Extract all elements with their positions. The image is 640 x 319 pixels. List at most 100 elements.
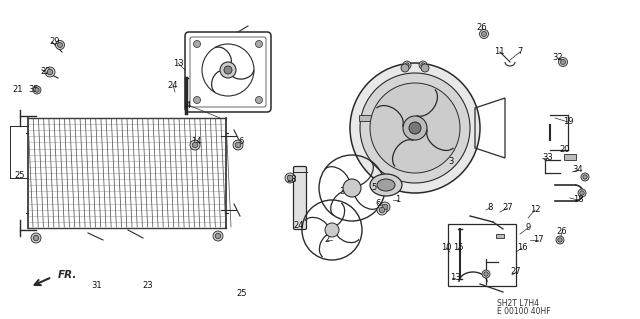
Polygon shape bbox=[359, 115, 371, 121]
Circle shape bbox=[285, 173, 295, 183]
Circle shape bbox=[193, 41, 200, 48]
Text: 31: 31 bbox=[92, 281, 102, 291]
Text: 35: 35 bbox=[29, 85, 39, 94]
Ellipse shape bbox=[370, 174, 402, 196]
Text: 34: 34 bbox=[573, 166, 583, 174]
Polygon shape bbox=[496, 234, 504, 238]
Text: 9: 9 bbox=[525, 224, 531, 233]
Circle shape bbox=[190, 140, 200, 150]
Circle shape bbox=[561, 60, 566, 64]
Circle shape bbox=[350, 63, 480, 193]
Circle shape bbox=[403, 116, 427, 140]
Circle shape bbox=[343, 179, 361, 197]
Ellipse shape bbox=[377, 179, 395, 191]
Text: SH2T L7H4: SH2T L7H4 bbox=[497, 299, 539, 308]
Circle shape bbox=[380, 202, 390, 212]
Circle shape bbox=[556, 236, 564, 244]
Circle shape bbox=[581, 173, 589, 181]
Text: 25: 25 bbox=[15, 172, 25, 181]
Circle shape bbox=[287, 175, 292, 181]
Text: 21: 21 bbox=[13, 85, 23, 94]
Text: 24: 24 bbox=[168, 80, 179, 90]
Circle shape bbox=[325, 223, 339, 237]
FancyBboxPatch shape bbox=[294, 167, 307, 229]
Text: 17: 17 bbox=[532, 235, 543, 244]
Text: 3: 3 bbox=[448, 158, 454, 167]
Circle shape bbox=[255, 97, 262, 103]
Circle shape bbox=[479, 29, 488, 39]
Circle shape bbox=[380, 207, 385, 213]
Circle shape bbox=[58, 42, 63, 48]
Text: 28: 28 bbox=[287, 175, 298, 184]
Circle shape bbox=[401, 64, 409, 72]
Circle shape bbox=[421, 64, 429, 72]
Text: 6: 6 bbox=[238, 137, 244, 146]
Text: 26: 26 bbox=[477, 24, 487, 33]
Circle shape bbox=[45, 67, 55, 77]
Text: 13: 13 bbox=[173, 58, 183, 68]
Text: 33: 33 bbox=[543, 153, 554, 162]
Circle shape bbox=[559, 57, 568, 66]
Text: 7: 7 bbox=[517, 48, 523, 56]
Text: 25: 25 bbox=[237, 290, 247, 299]
Circle shape bbox=[370, 83, 460, 173]
Circle shape bbox=[31, 233, 41, 243]
Text: 20: 20 bbox=[560, 145, 570, 154]
Text: 18: 18 bbox=[573, 196, 583, 204]
Text: 23: 23 bbox=[143, 281, 154, 291]
Circle shape bbox=[192, 142, 198, 148]
Circle shape bbox=[481, 32, 486, 36]
Text: 16: 16 bbox=[516, 243, 527, 253]
Text: 15: 15 bbox=[452, 243, 463, 253]
Text: 5: 5 bbox=[371, 183, 376, 192]
Circle shape bbox=[56, 41, 65, 49]
Text: 27: 27 bbox=[511, 268, 522, 277]
Text: 4: 4 bbox=[186, 100, 191, 109]
Circle shape bbox=[421, 63, 425, 67]
Circle shape bbox=[377, 205, 387, 215]
Text: 13: 13 bbox=[450, 273, 460, 283]
Circle shape bbox=[360, 73, 470, 183]
Text: 22: 22 bbox=[41, 68, 51, 77]
Circle shape bbox=[224, 66, 232, 74]
Text: 1: 1 bbox=[396, 196, 401, 204]
Circle shape bbox=[558, 238, 562, 242]
Text: 2: 2 bbox=[324, 235, 330, 244]
Circle shape bbox=[580, 191, 584, 195]
Circle shape bbox=[578, 189, 586, 197]
Circle shape bbox=[47, 69, 52, 75]
Text: 32: 32 bbox=[553, 54, 563, 63]
Circle shape bbox=[405, 63, 409, 67]
Text: 6: 6 bbox=[375, 198, 381, 207]
Text: 10: 10 bbox=[441, 243, 451, 253]
Text: 8: 8 bbox=[487, 204, 493, 212]
Circle shape bbox=[255, 41, 262, 48]
Circle shape bbox=[215, 233, 221, 239]
Circle shape bbox=[35, 88, 39, 92]
Text: 14: 14 bbox=[191, 137, 201, 146]
Circle shape bbox=[213, 231, 223, 241]
Circle shape bbox=[409, 122, 421, 134]
Circle shape bbox=[403, 61, 411, 69]
Polygon shape bbox=[564, 154, 576, 160]
Circle shape bbox=[233, 140, 243, 150]
Circle shape bbox=[382, 204, 388, 210]
Text: 11: 11 bbox=[493, 48, 504, 56]
Text: 19: 19 bbox=[563, 117, 573, 127]
Circle shape bbox=[583, 175, 588, 179]
Text: 12: 12 bbox=[530, 205, 540, 214]
Circle shape bbox=[484, 272, 488, 276]
Text: 27: 27 bbox=[502, 204, 513, 212]
Text: 26: 26 bbox=[557, 227, 567, 236]
Text: 24: 24 bbox=[294, 220, 304, 229]
Text: FR.: FR. bbox=[58, 270, 77, 280]
Circle shape bbox=[419, 61, 427, 69]
Circle shape bbox=[33, 235, 39, 241]
Text: E 00100 40HF: E 00100 40HF bbox=[497, 307, 550, 315]
Circle shape bbox=[193, 97, 200, 103]
Circle shape bbox=[220, 62, 236, 78]
Circle shape bbox=[482, 270, 490, 278]
Text: 29: 29 bbox=[50, 38, 60, 47]
Circle shape bbox=[33, 86, 41, 94]
Circle shape bbox=[236, 142, 241, 148]
